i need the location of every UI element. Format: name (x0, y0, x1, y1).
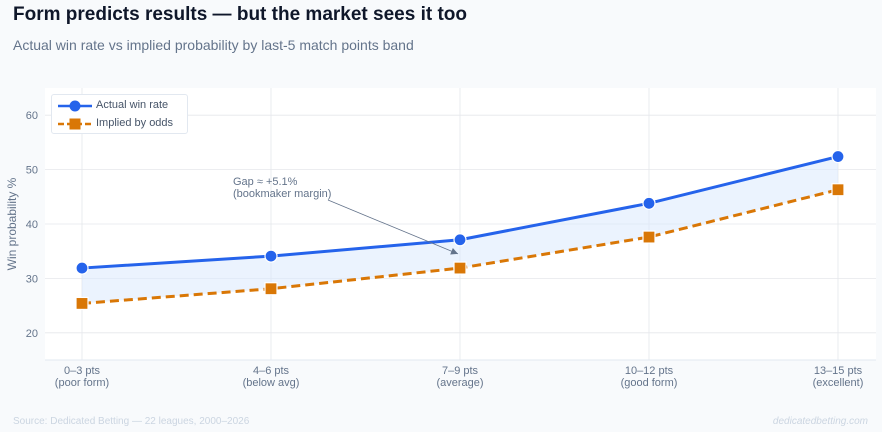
x-tick-label: 10–12 pts (good form) (621, 365, 678, 389)
x-tick-label: 0–3 pts (poor form) (55, 365, 109, 389)
annotation-text: Gap ≈ +5.1% (bookmaker margin) (233, 176, 331, 200)
legend-item-actual: Actual win rate (52, 97, 189, 115)
data-point-actual (264, 249, 278, 263)
legend-item-implied: Implied by odds (52, 115, 189, 133)
legend-swatch-square (58, 118, 92, 130)
x-tick-labels: 0–3 pts (poor form) 4–6 pts (below avg) 7–9 … (55, 365, 864, 389)
x-tick-label: 4–6 pts (below avg) (243, 365, 300, 389)
source-note: Source: Dedicated Betting — 22 leagues, … (13, 416, 250, 427)
data-point-actual (642, 196, 656, 210)
grid-lines (45, 88, 876, 360)
y-axis-label: Win probability % (5, 177, 19, 270)
legend-label-implied: Implied by odds (96, 117, 174, 129)
y-tick-labels: 20 30 40 50 60 (26, 110, 38, 340)
y-tick-label: 50 (26, 165, 38, 177)
y-tick-label: 60 (26, 110, 38, 122)
x-tick-label: 7–9 pts (average) (436, 365, 483, 389)
data-point-implied (264, 282, 278, 296)
annotation-arrowhead (450, 248, 458, 255)
legend-label-actual: Actual win rate (96, 99, 169, 111)
gap-area (82, 156, 838, 304)
data-point-implied (75, 296, 89, 311)
legend: Actual win rate Implied by odds (51, 94, 188, 134)
annotation: Gap ≈ +5.1% (bookmaker margin) (233, 176, 459, 255)
y-tick-label: 40 (26, 219, 38, 231)
y-tick-label: 30 (26, 273, 38, 285)
legend-swatch-circle (58, 100, 92, 112)
chart-title: Form predicts results — but the market s… (13, 4, 467, 25)
chart-subtitle: Actual win rate vs implied probability b… (13, 37, 414, 53)
data-point-actual (75, 261, 89, 275)
data-point-actual (453, 233, 467, 247)
y-tick-label: 20 (26, 328, 38, 340)
data-point-actual (831, 149, 845, 164)
gap-shading (82, 156, 838, 304)
data-point-implied (831, 183, 845, 197)
data-point-implied (642, 230, 656, 244)
x-tick-label: 13–15 pts (excellent) (813, 365, 864, 389)
annotation-arrow-line (327, 199, 459, 255)
data-point-implied (453, 261, 467, 275)
series-group (75, 149, 845, 311)
brand-watermark: dedicatedbetting.com (772, 416, 868, 427)
